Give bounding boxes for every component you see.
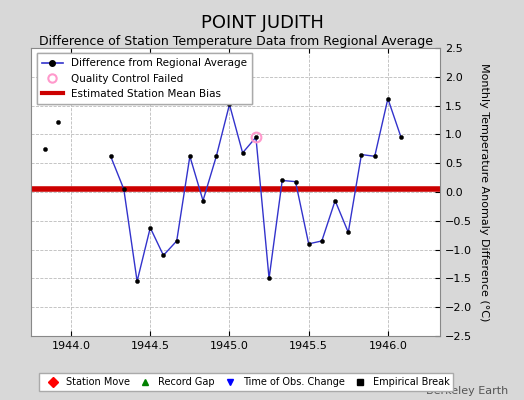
Text: Berkeley Earth: Berkeley Earth bbox=[426, 386, 508, 396]
Legend: Station Move, Record Gap, Time of Obs. Change, Empirical Break: Station Move, Record Gap, Time of Obs. C… bbox=[39, 373, 453, 391]
Title: Difference of Station Temperature Data from Regional Average: Difference of Station Temperature Data f… bbox=[39, 35, 433, 48]
Text: POINT JUDITH: POINT JUDITH bbox=[201, 14, 323, 32]
Legend: Difference from Regional Average, Quality Control Failed, Estimated Station Mean: Difference from Regional Average, Qualit… bbox=[37, 53, 252, 104]
Y-axis label: Monthly Temperature Anomaly Difference (°C): Monthly Temperature Anomaly Difference (… bbox=[479, 63, 489, 321]
